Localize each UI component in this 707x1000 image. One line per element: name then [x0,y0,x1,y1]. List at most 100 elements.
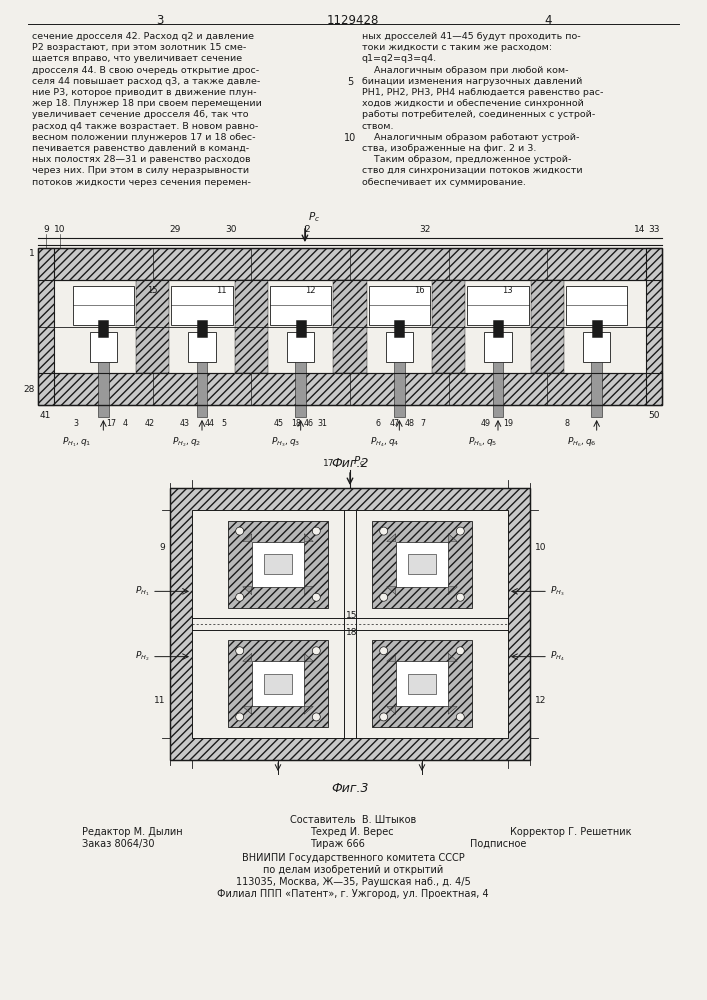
Text: через них. При этом в силу неразрывности: через них. При этом в силу неразрывности [32,166,249,175]
Text: 11: 11 [216,286,227,295]
Text: Заказ 8064/30: Заказ 8064/30 [82,839,155,849]
Polygon shape [243,653,252,661]
Text: Редактор М. Дылин: Редактор М. Дылин [82,827,182,837]
Text: $P_{H_5},q_5$: $P_{H_5},q_5$ [469,435,498,449]
Bar [136,280,170,373]
Polygon shape [304,587,313,595]
Polygon shape [304,706,313,714]
Text: 45: 45 [274,419,284,428]
Text: обеспечивает их суммирование.: обеспечивает их суммирование. [362,178,526,187]
Bar [264,674,293,694]
Bar [530,280,564,373]
Text: 9: 9 [43,225,49,234]
Text: Аналогичным образом при любой ком-: Аналогичным образом при любой ком- [362,66,568,75]
Text: 9: 9 [159,543,165,552]
Text: 18: 18 [346,628,358,637]
Bar [38,248,662,405]
Text: 10: 10 [535,543,547,552]
Text: весном положении плунжеров 17 и 18 обес-: весном положении плунжеров 17 и 18 обес- [32,133,255,142]
Polygon shape [387,706,396,714]
Text: 47: 47 [390,419,399,428]
Text: 15: 15 [346,611,358,620]
Circle shape [456,527,464,535]
Text: 1129428: 1129428 [327,14,379,27]
Text: ства, изображенные на фиг. 2 и 3.: ства, изображенные на фиг. 2 и 3. [362,144,537,153]
Text: 41: 41 [40,411,52,420]
Text: 8: 8 [565,419,570,428]
Circle shape [380,593,387,601]
Bar [408,554,436,574]
Circle shape [380,647,387,655]
Text: 11: 11 [153,696,165,705]
Text: 2: 2 [304,225,310,234]
Text: $P_{H_3},q_3$: $P_{H_3},q_3$ [271,435,300,449]
Text: 3: 3 [74,419,78,428]
Bar [432,280,465,373]
Text: 31: 31 [317,419,327,428]
Bar [646,248,662,405]
Bar [252,542,304,587]
Circle shape [235,647,244,655]
Text: q1=q2=q3=q4.: q1=q2=q3=q4. [362,54,437,63]
Bar [73,286,134,325]
Bar [228,521,328,608]
Text: потоков жидкости через сечения перемен-: потоков жидкости через сечения перемен- [32,178,251,187]
Bar [484,332,512,362]
Text: ство для синхронизации потоков жидкости: ство для синхронизации потоков жидкости [362,166,583,175]
Text: $P_c$: $P_c$ [308,210,320,224]
Polygon shape [387,534,396,542]
Text: ных дросселей 41—45 будут проходить по-: ных дросселей 41—45 будут проходить по- [362,32,580,41]
Text: работы потребителей, соединенных с устрой-: работы потребителей, соединенных с устро… [362,110,595,119]
Text: 5: 5 [221,419,226,428]
Circle shape [312,593,320,601]
Polygon shape [304,653,313,661]
Bar [396,661,448,706]
Polygon shape [387,587,396,595]
Text: Корректор Г. Решетник: Корректор Г. Решетник [510,827,631,837]
Text: 113035, Москва, Ж—35, Раушская наб., д. 4/5: 113035, Москва, Ж—35, Раушская наб., д. … [235,877,470,887]
Text: Составитель  В. Штыков: Составитель В. Штыков [290,815,416,825]
Bar [467,286,529,325]
Polygon shape [304,534,313,542]
Text: 48: 48 [404,419,414,428]
Text: по делам изобретений и открытий: по делам изобретений и открытий [263,865,443,875]
Text: 30: 30 [226,225,237,234]
Text: $P_{H_3}$: $P_{H_3}$ [550,585,565,598]
Text: $P_{H_4}$: $P_{H_4}$ [550,650,565,663]
Bar [38,248,662,280]
Text: 14: 14 [634,225,645,234]
Circle shape [312,647,320,655]
Text: 43: 43 [180,419,189,428]
Text: ние P3, которое приводит в движение плун-: ние P3, которое приводит в движение плун… [32,88,257,97]
Text: PH1, PH2, PH3, PH4 наблюдается равенство рас-: PH1, PH2, PH3, PH4 наблюдается равенство… [362,88,603,97]
Text: Филиал ППП «Патент», г. Ужгород, ул. Проектная, 4: Филиал ППП «Патент», г. Ужгород, ул. Про… [217,889,489,899]
Bar [197,362,207,417]
Text: 19: 19 [503,419,513,428]
Bar [493,362,503,417]
Circle shape [312,527,320,535]
Polygon shape [448,534,457,542]
Text: 3: 3 [156,14,164,27]
Text: Фиг.2: Фиг.2 [332,457,369,470]
Text: 10: 10 [54,225,66,234]
Polygon shape [243,587,252,595]
Bar [270,286,332,325]
Text: дросселя 44. В свою очередь открытие дрос-: дросселя 44. В свою очередь открытие дро… [32,66,259,75]
Text: 15: 15 [148,286,158,295]
Text: $P_c$: $P_c$ [353,454,365,468]
Bar [372,640,472,727]
Text: 46: 46 [303,419,314,428]
Bar [583,332,610,362]
Bar [171,286,233,325]
Bar [385,332,413,362]
Bar [394,362,404,417]
Text: 10: 10 [344,133,356,143]
Text: 13: 13 [503,286,513,295]
Bar [396,542,448,587]
Circle shape [456,647,464,655]
Circle shape [456,593,464,601]
Circle shape [235,527,244,535]
Text: бинации изменения нагрузочных давлений: бинации изменения нагрузочных давлений [362,77,583,86]
Text: 4: 4 [122,419,127,428]
Text: жер 18. Плунжер 18 при своем перемещении: жер 18. Плунжер 18 при своем перемещении [32,99,262,108]
